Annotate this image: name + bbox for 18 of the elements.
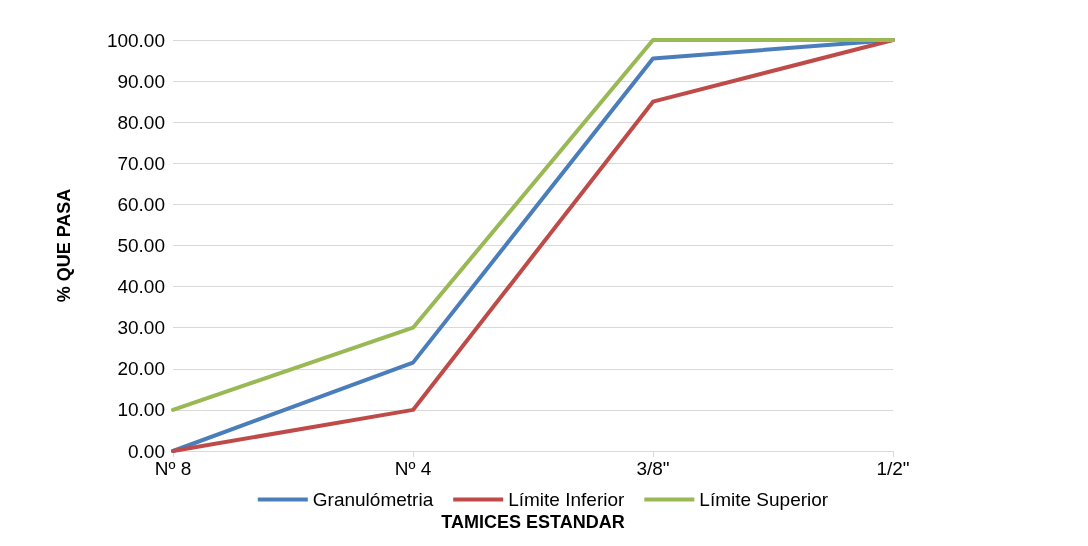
y-tick-label: 60.00 — [117, 193, 165, 215]
y-tick-label: 40.00 — [117, 276, 165, 298]
y-tick-label: 50.00 — [117, 235, 165, 256]
y-tick-label: 10.00 — [117, 399, 165, 421]
y-axis-title: % QUE PASA — [54, 188, 74, 303]
legend-label: Límite Inferior — [508, 489, 626, 510]
x-tick-label: Nº 4 — [394, 458, 432, 479]
y-tick-label: 70.00 — [117, 152, 165, 174]
y-tick-label: 100.00 — [106, 29, 165, 51]
y-tick-label: 30.00 — [117, 317, 165, 339]
legend-label: Granulómetria — [312, 489, 434, 510]
y-tick-label: 20.00 — [117, 358, 165, 380]
x-tick-label: 3/8" — [636, 458, 670, 479]
x-tick-label: 1/2" — [876, 458, 910, 479]
legend-label: Límite Superior — [699, 489, 829, 510]
x-axis-title: TAMICES ESTANDAR — [441, 512, 625, 532]
y-tick-label: 80.00 — [117, 111, 165, 133]
y-tick-label: 90.00 — [117, 70, 165, 92]
